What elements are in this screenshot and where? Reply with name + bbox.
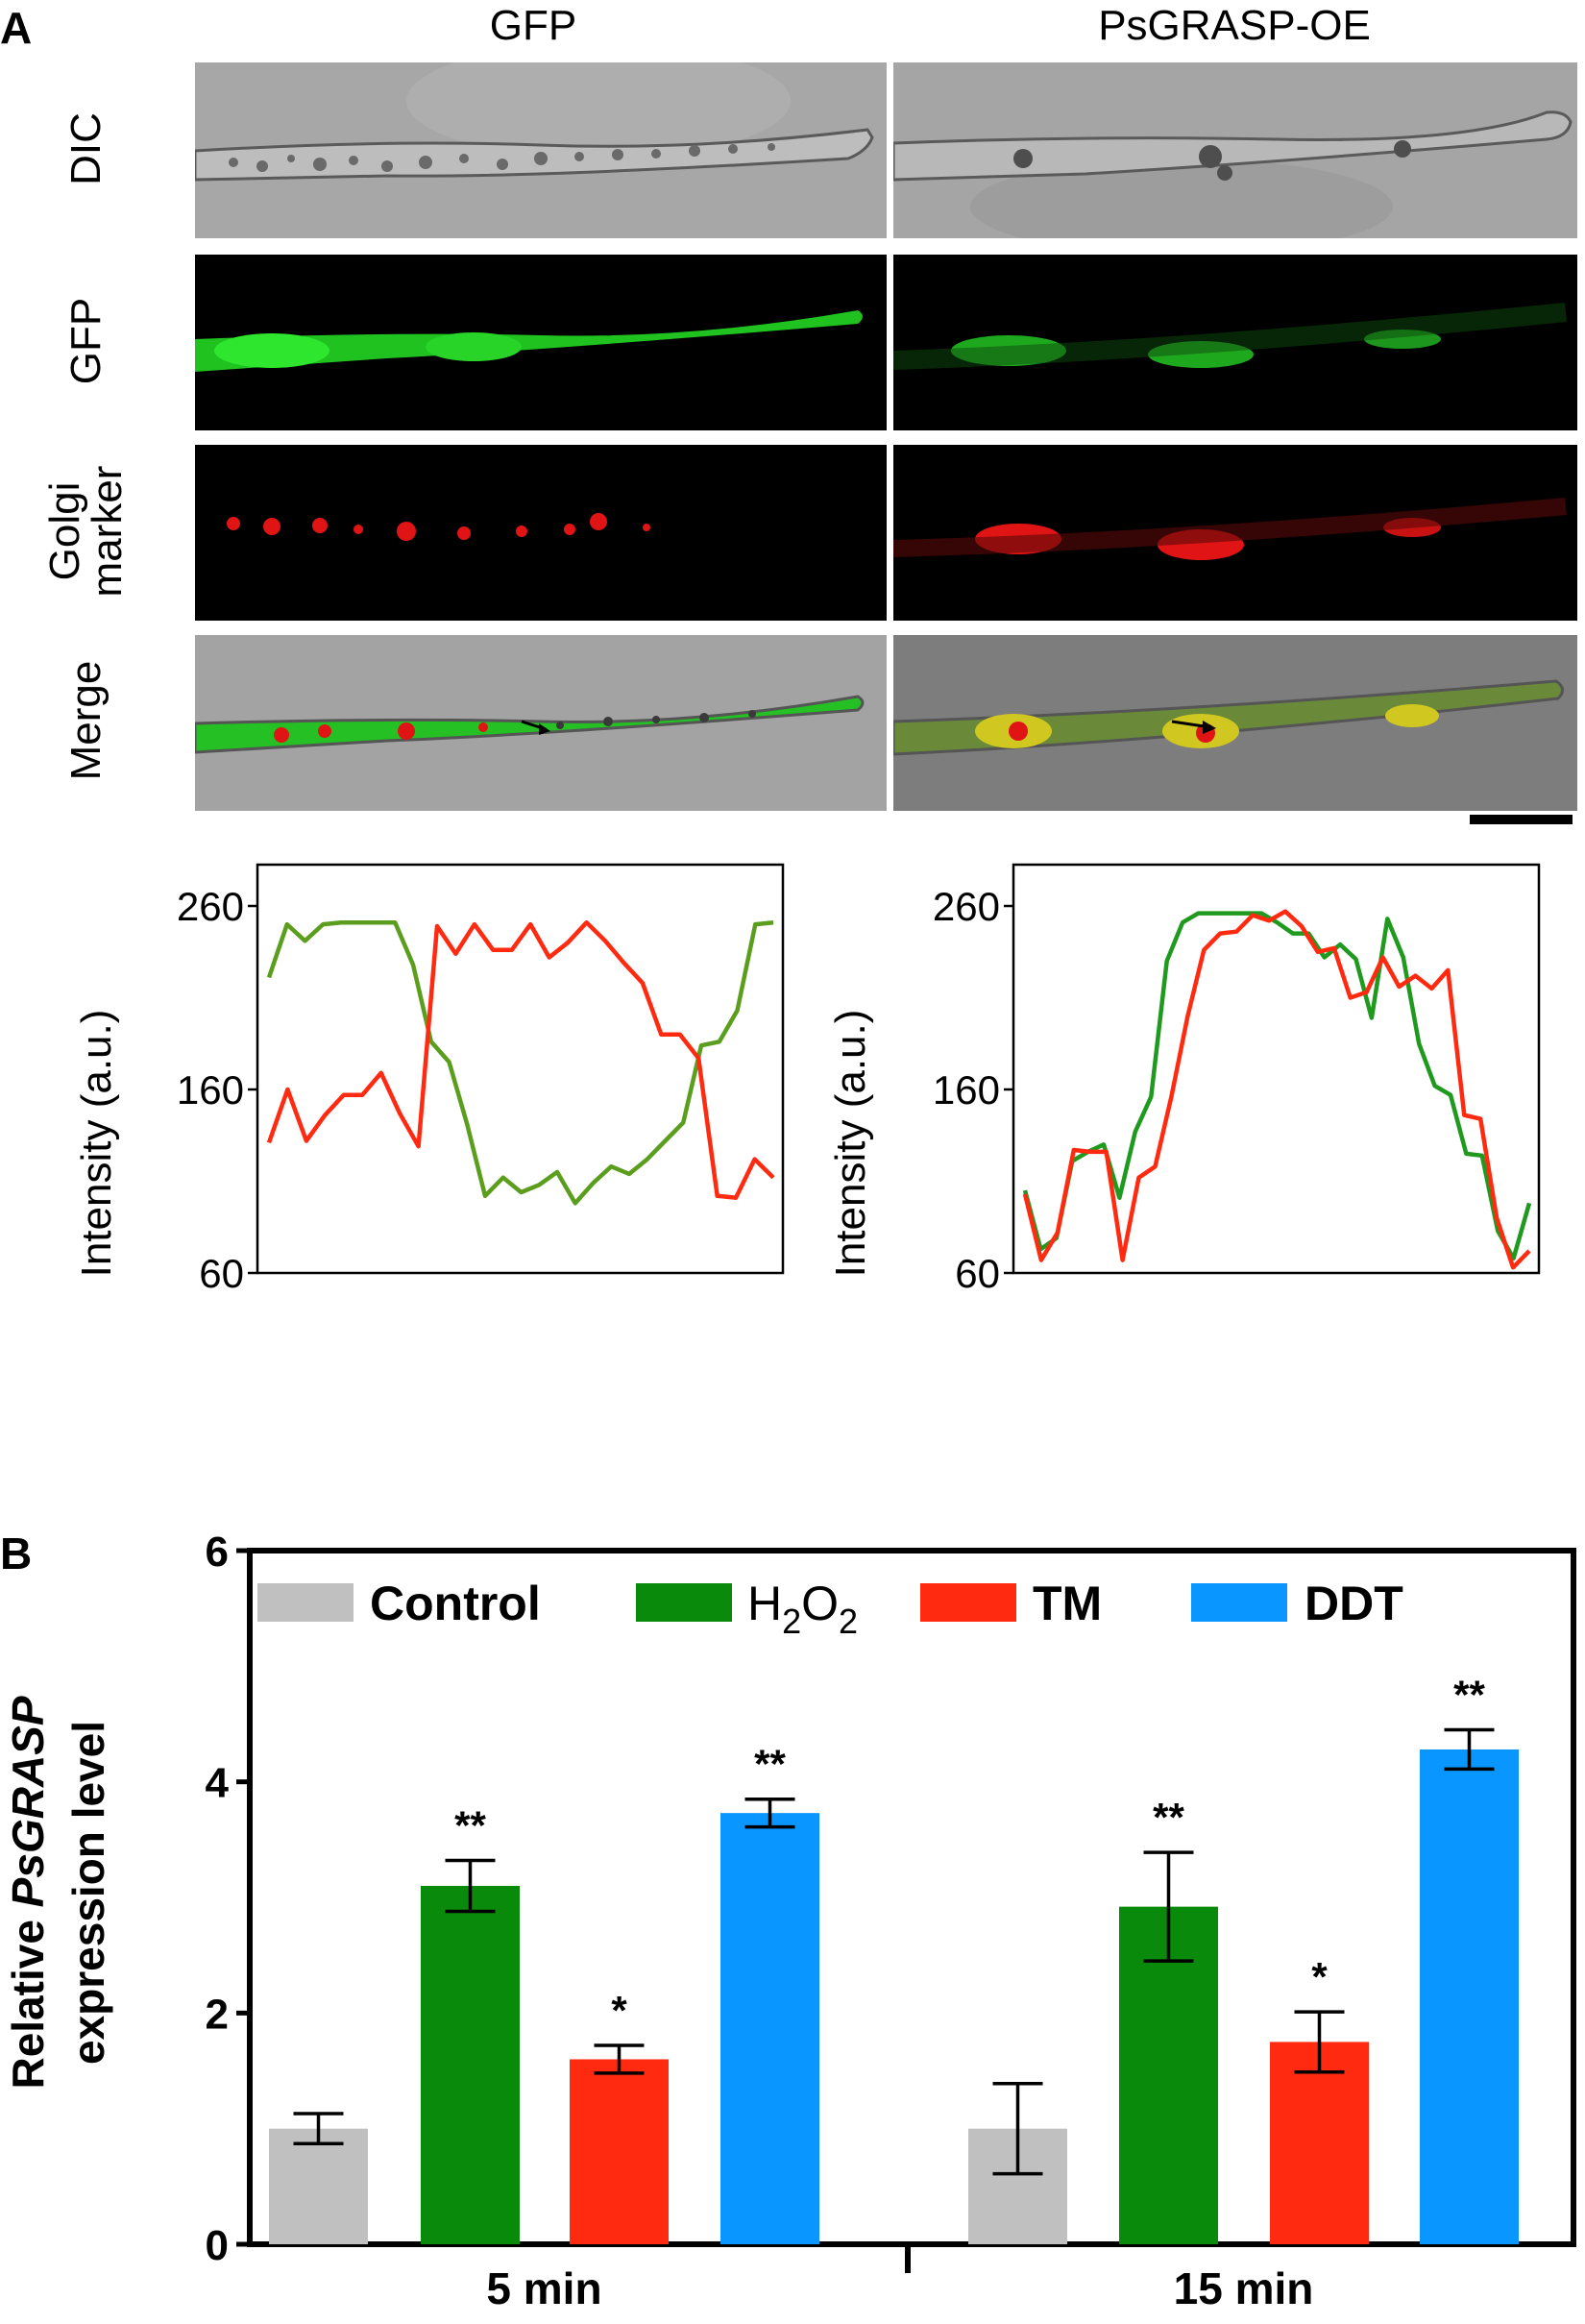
legend-label-ddt: DDT bbox=[1305, 1577, 1403, 1630]
y-tick-label: 260 bbox=[177, 884, 244, 929]
legend-label-tm: TM bbox=[1033, 1577, 1102, 1630]
row-label-dic: DIC bbox=[19, 60, 154, 237]
line-charts-svg: Intensity (a.u.) 60 160 260 Intensity (a.u… bbox=[73, 863, 1541, 1296]
legend-label-control: Control bbox=[370, 1577, 541, 1630]
y-tick-label: 4 bbox=[206, 1760, 230, 1807]
plot-frame-bar bbox=[247, 1548, 1576, 2247]
legend-swatch-ddt bbox=[1191, 1583, 1287, 1622]
y-tick-label: 0 bbox=[206, 2222, 229, 2269]
bar-tm-5min bbox=[570, 2059, 669, 2244]
y-axis-label-line2: expression level bbox=[63, 1721, 113, 2065]
image-merge-psgrasp bbox=[893, 635, 1577, 811]
line-chart-left: Intensity (a.u.) 60 160 260 bbox=[73, 863, 785, 1296]
legend: Control H2O2 TM DDT bbox=[257, 1577, 1403, 1641]
panel-letter-a: A bbox=[0, 3, 33, 53]
series-line-golgi-marker bbox=[266, 919, 775, 1200]
plot-frame-left bbox=[256, 863, 785, 1275]
row-label-dic-text: DIC bbox=[62, 111, 110, 185]
row-label-merge-text: Merge bbox=[62, 660, 110, 780]
legend-swatch-control bbox=[257, 1583, 354, 1622]
significance-label: ** bbox=[1453, 1673, 1485, 1718]
line-chart-right: Intensity (a.u.) 60 160 260 bbox=[827, 863, 1541, 1296]
significance-label: ** bbox=[754, 1742, 786, 1787]
bar-ddt-15min bbox=[1420, 1749, 1519, 2244]
row-label-golgi-marker: Golgi marker bbox=[19, 442, 154, 620]
image-dic-gfp bbox=[195, 62, 887, 238]
bar-h2o2-15min bbox=[1119, 1906, 1218, 2244]
image-dic-psgrasp bbox=[893, 62, 1577, 238]
bar-ddt-5min bbox=[720, 1813, 819, 2244]
y-tick-label: 60 bbox=[955, 1251, 1000, 1296]
y-axis-label-left: Intensity (a.u.) bbox=[73, 1010, 120, 1278]
row-label-gfp: GFP bbox=[19, 252, 154, 429]
y-tick-label: 60 bbox=[199, 1251, 244, 1296]
image-golgi-psgrasp bbox=[893, 445, 1577, 621]
significance-label: ** bbox=[454, 1802, 486, 1847]
row-label-gfp-text: GFP bbox=[62, 297, 110, 384]
row-label-merge: Merge bbox=[19, 631, 154, 809]
x-category-label: 5 min bbox=[486, 2263, 601, 2313]
y-tick-label: 2 bbox=[206, 1991, 229, 2038]
row-label-golgi-line1: Golgi bbox=[41, 481, 88, 580]
image-golgi-gfp bbox=[195, 445, 887, 621]
legend-swatch-h2o2 bbox=[636, 1583, 732, 1622]
y-tick-label: 6 bbox=[206, 1529, 229, 1576]
significance-label: * bbox=[611, 1988, 627, 2033]
significance-label: ** bbox=[1153, 1795, 1184, 1840]
panel-letter-b: B bbox=[0, 1529, 33, 1578]
plot-frame-right bbox=[1012, 863, 1541, 1275]
x-category-label: 15 min bbox=[1174, 2263, 1314, 2313]
y-tick-label: 160 bbox=[933, 1067, 1000, 1113]
y-axis-label-line1: Relative PsGRASP bbox=[3, 1696, 53, 2089]
bar-h2o2-5min bbox=[421, 1885, 520, 2244]
series-line-golgi-marker bbox=[1022, 909, 1531, 1270]
legend-swatch-tm bbox=[920, 1583, 1016, 1622]
column-title-gfp: GFP bbox=[489, 2, 577, 49]
image-gfp-gfp bbox=[195, 255, 887, 430]
bar-tm-15min bbox=[1270, 2042, 1369, 2244]
image-gfp-psgrasp bbox=[893, 255, 1577, 430]
image-merge-gfp bbox=[195, 635, 887, 811]
significance-label: * bbox=[1311, 1954, 1328, 1999]
y-tick-label: 260 bbox=[933, 884, 1000, 929]
scale-bar bbox=[1470, 815, 1573, 824]
bar-chart-svg: Relative PsGRASP expression level 0 2 4 6 Co… bbox=[3, 1529, 1576, 2313]
legend-label-h2o2: H2O2 bbox=[747, 1577, 858, 1641]
column-title-psgrasp-oe: PsGRASP-OE bbox=[1098, 2, 1371, 49]
y-tick-label: 160 bbox=[177, 1067, 244, 1113]
series-line-gfp bbox=[1022, 911, 1532, 1260]
row-label-golgi-line2: marker bbox=[84, 465, 131, 597]
bar-control-5min bbox=[269, 2128, 368, 2244]
y-axis-label-bar: Relative PsGRASP expression level bbox=[3, 1696, 113, 2089]
y-axis-label-right: Intensity (a.u.) bbox=[827, 1010, 874, 1278]
series-line-gfp bbox=[266, 919, 774, 1206]
